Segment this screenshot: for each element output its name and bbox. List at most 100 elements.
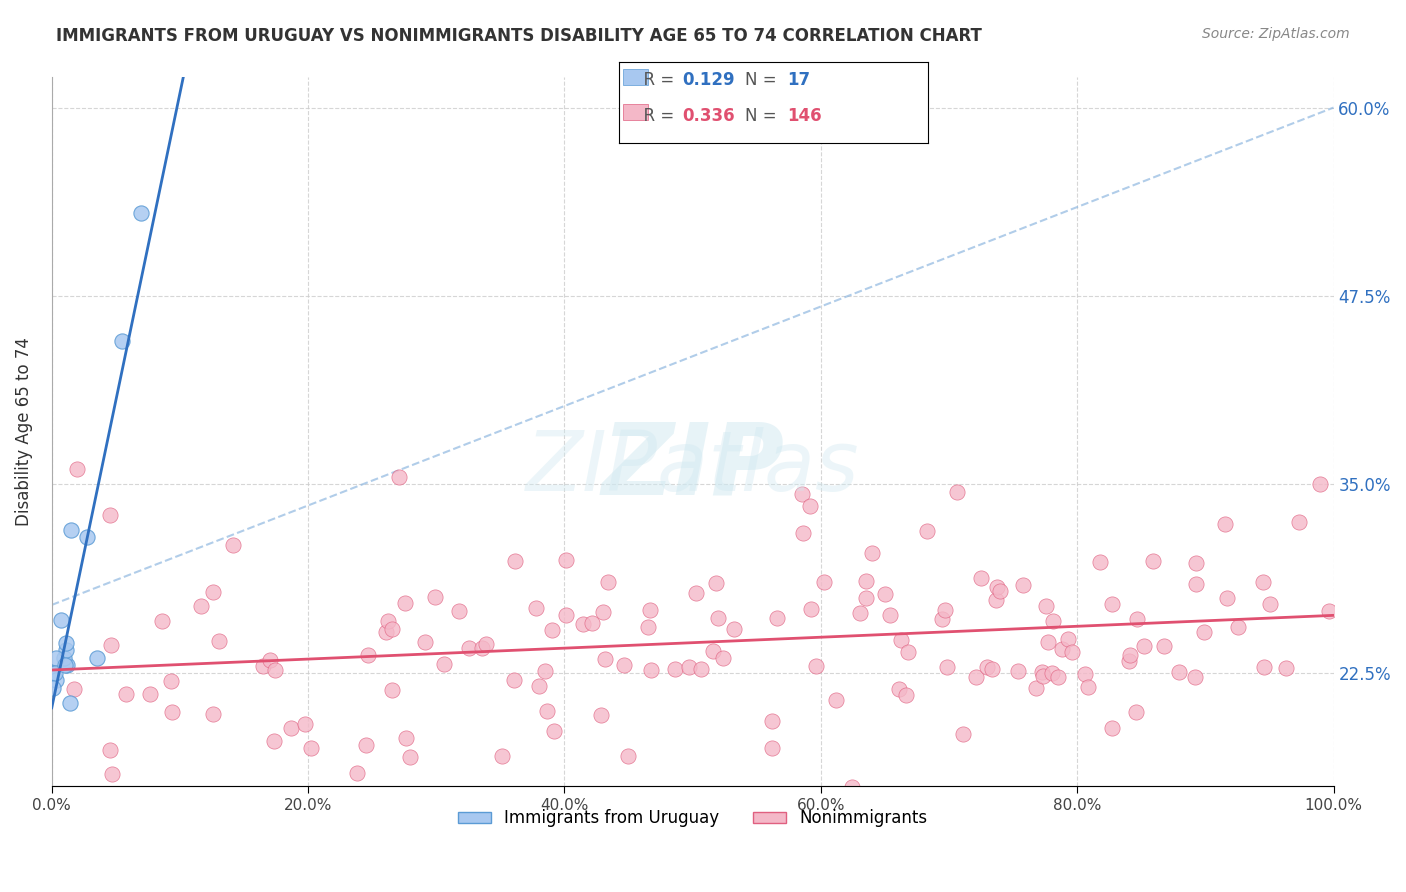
Immigrants from Uruguay	[45, 673, 67, 688]
Nonimmigrants	[471, 641, 494, 656]
Nonimmigrants	[554, 552, 576, 566]
Nonimmigrants	[160, 706, 183, 720]
Nonimmigrants	[1132, 640, 1154, 654]
Text: 0.336: 0.336	[682, 107, 734, 125]
Nonimmigrants	[294, 716, 316, 731]
Nonimmigrants	[640, 663, 662, 677]
Immigrants from Uruguay	[44, 665, 66, 680]
Nonimmigrants	[873, 586, 896, 600]
Nonimmigrants	[475, 637, 498, 651]
Nonimmigrants	[1050, 642, 1073, 657]
Nonimmigrants	[263, 733, 285, 747]
Nonimmigrants	[761, 714, 783, 728]
Nonimmigrants	[1253, 660, 1275, 674]
Nonimmigrants	[208, 633, 231, 648]
Immigrants from Uruguay	[45, 650, 67, 665]
Immigrants from Uruguay	[55, 635, 77, 649]
Text: R =: R =	[633, 107, 679, 125]
Text: Source: ZipAtlas.com: Source: ZipAtlas.com	[1202, 27, 1350, 41]
Text: ZIP: ZIP	[602, 418, 785, 516]
Nonimmigrants	[259, 653, 281, 667]
Nonimmigrants	[678, 660, 700, 674]
Nonimmigrants	[1142, 554, 1164, 568]
Text: N =: N =	[745, 107, 782, 125]
Nonimmigrants	[1074, 667, 1097, 681]
Nonimmigrants	[855, 574, 877, 588]
Nonimmigrants	[860, 546, 883, 560]
Nonimmigrants	[395, 731, 418, 745]
Nonimmigrants	[1184, 557, 1206, 571]
Nonimmigrants	[534, 664, 557, 678]
Text: ZIPatlas: ZIPatlas	[526, 426, 859, 508]
Nonimmigrants	[804, 659, 827, 673]
Nonimmigrants	[596, 574, 619, 589]
Nonimmigrants	[723, 622, 745, 636]
Nonimmigrants	[761, 741, 783, 756]
Nonimmigrants	[986, 593, 1008, 607]
Immigrants from Uruguay	[111, 334, 134, 348]
Nonimmigrants	[1047, 670, 1070, 684]
Nonimmigrants	[357, 648, 380, 662]
Nonimmigrants	[685, 586, 707, 600]
Nonimmigrants	[114, 687, 136, 701]
Nonimmigrants	[970, 571, 993, 585]
Immigrants from Uruguay	[86, 650, 108, 665]
Legend: Immigrants from Uruguay, Nonimmigrants: Immigrants from Uruguay, Nonimmigrants	[451, 803, 934, 834]
Nonimmigrants	[503, 673, 526, 688]
Nonimmigrants	[1118, 654, 1140, 668]
Nonimmigrants	[63, 682, 86, 697]
Nonimmigrants	[100, 767, 122, 781]
Nonimmigrants	[813, 574, 835, 589]
Nonimmigrants	[252, 658, 274, 673]
Nonimmigrants	[704, 576, 727, 591]
Nonimmigrants	[413, 635, 436, 649]
Nonimmigrants	[664, 662, 686, 676]
Nonimmigrants	[1025, 681, 1047, 695]
Nonimmigrants	[536, 704, 558, 718]
Nonimmigrants	[889, 681, 911, 696]
Nonimmigrants	[1077, 680, 1099, 694]
Immigrants from Uruguay	[53, 658, 76, 673]
Nonimmigrants	[543, 723, 565, 738]
Nonimmigrants	[1153, 639, 1175, 653]
Nonimmigrants	[1192, 624, 1215, 639]
Nonimmigrants	[346, 765, 368, 780]
Nonimmigrants	[150, 614, 173, 628]
Immigrants from Uruguay	[59, 696, 82, 710]
Nonimmigrants	[1126, 612, 1149, 626]
Nonimmigrants	[702, 644, 724, 658]
Immigrants from Uruguay	[51, 613, 73, 627]
Nonimmigrants	[1057, 632, 1080, 646]
Nonimmigrants	[1088, 555, 1111, 569]
Nonimmigrants	[201, 585, 224, 599]
Nonimmigrants	[1317, 604, 1340, 618]
Nonimmigrants	[1168, 665, 1191, 680]
Nonimmigrants	[855, 591, 877, 605]
Nonimmigrants	[1035, 599, 1057, 614]
Nonimmigrants	[986, 580, 1008, 594]
Nonimmigrants	[98, 508, 121, 522]
Nonimmigrants	[388, 470, 411, 484]
Nonimmigrants	[491, 748, 513, 763]
Nonimmigrants	[66, 462, 89, 476]
Immigrants from Uruguay	[55, 658, 77, 673]
Text: 146: 146	[787, 107, 823, 125]
Nonimmigrants	[1125, 705, 1147, 719]
Nonimmigrants	[280, 722, 302, 736]
Nonimmigrants	[799, 499, 821, 513]
Nonimmigrants	[800, 601, 823, 615]
Nonimmigrants	[299, 741, 322, 756]
Nonimmigrants	[222, 538, 245, 552]
Nonimmigrants	[592, 605, 614, 619]
Nonimmigrants	[190, 599, 212, 613]
Nonimmigrants	[354, 739, 377, 753]
Nonimmigrants	[707, 610, 730, 624]
Nonimmigrants	[381, 683, 404, 698]
Nonimmigrants	[1042, 615, 1064, 629]
Nonimmigrants	[1119, 648, 1142, 663]
Nonimmigrants	[581, 615, 603, 630]
Nonimmigrants	[988, 583, 1011, 598]
Nonimmigrants	[766, 611, 789, 625]
Nonimmigrants	[98, 743, 121, 757]
Immigrants from Uruguay	[52, 650, 75, 665]
